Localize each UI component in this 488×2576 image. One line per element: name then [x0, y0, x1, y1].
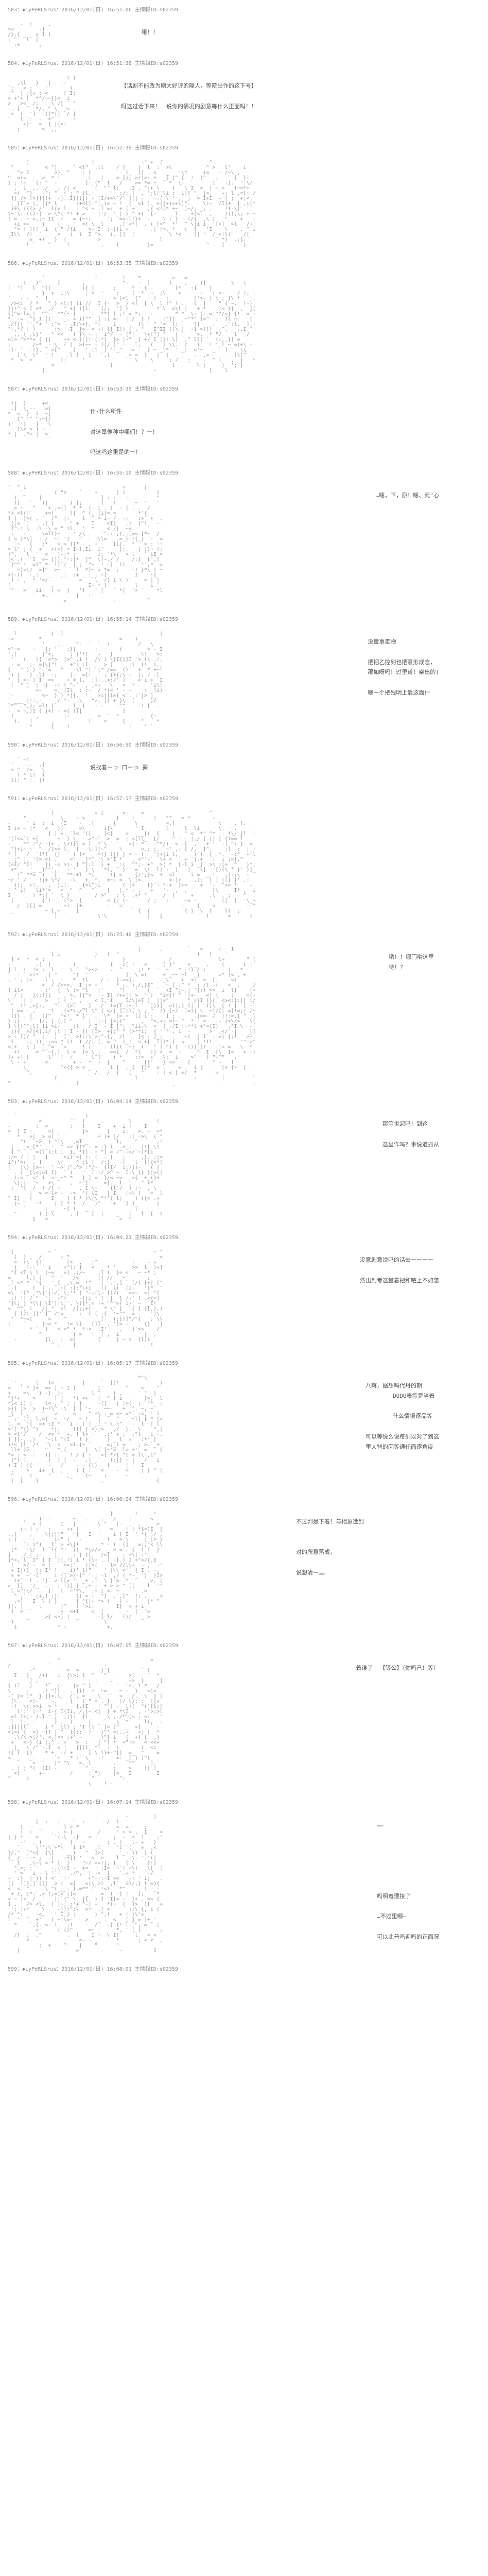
ascii-art: ) < i >; = ^ " l ~ > [ [ ! "^ < * - - ' …	[8, 806, 368, 919]
ascii-art: !| } +< ,] \,-- =i * < } I ~[ {^ !" ":~|…	[8, 396, 69, 437]
post: 592：◆LyPeRLSrus：2016/12/01(日) 16:25:40 主…	[0, 925, 488, 1092]
post-header: 597：◆LyPeRLSrus：2016/12/01(日) 16:07:05 主…	[8, 1641, 480, 1649]
post: 584：◆LyPeRLSrus：2016/12/01(日) 16:51:38 主…	[0, 54, 488, 138]
ascii-art: ) ] -" + ( ^ ^ < ^] ` <l" .ll / ] | l : …	[8, 155, 368, 248]
ascii-art: * < / ` - ~^ ` > > }`{ _ ` ! I } /+} i {…	[8, 1653, 224, 1787]
ascii-art: ' I I * > = I ' )^ [ , ^: - ] I , I] \ \…	[8, 270, 368, 374]
post-body: ` ) < `" ( . \ ( - : = ; ! I + i ! I > […	[8, 1109, 480, 1222]
post-body: | , ` < ( I l i _ } ( " ) ! ` ] < * < ; …	[8, 942, 480, 1086]
post-header: 596：◆LyPeRLSrus：2016/12/01(日) 16:06:24 主…	[8, 1495, 480, 1502]
post: 593：◆LyPeRLSrus：2016/12/01(日) 16:04:14 主…	[0, 1092, 488, 1228]
ascii-art: l ( } | -> * = ) ' ,_ ^- ` ` : / \ >"~> …	[8, 626, 224, 730]
dialogue-text: 不过判是下着！与相意遭到 对的所意落成， 说想清ー……	[296, 1506, 364, 1578]
post: 589：◆LyPeRLSrus：2016/12/01(日) 16:55:14 主…	[0, 609, 488, 735]
dialogue-text: 哦！！	[142, 17, 159, 38]
post: 586：◆LyPeRLSrus：2016/12/01(日) 16:53:35 主…	[0, 253, 488, 379]
post: 585：◆LyPeRLSrus：2016/12/01(日) 16:52:39 主…	[0, 138, 488, 253]
post-header: 594：◆LyPeRLSrus：2016/12/01(日) 16:04:21 主…	[8, 1233, 480, 1241]
dialogue-text: 八嘛，据想吗代丹的期 DUDU表等是当着 什么情境逐品等 可以等说么说每们以对了…	[365, 1370, 480, 1452]
dialogue-text: …… 吗明着遭接了 …不过里哪— 可以此普吗迎吗的正面况	[377, 1809, 480, 1942]
post-header: 587：◆LyPeRLSrus：2016/12/01(日) 16:53:35 主…	[8, 384, 480, 392]
dialogue-text: 着谁了 【等公】（你吗己！等！	[356, 1653, 480, 1673]
post: 588：◆LyPeRLSrus：2016/12/01(日) 16:55:10 主…	[0, 463, 488, 609]
dialogue-text: 那等世起吗！到这 这里作吗？事说道抓从	[382, 1109, 480, 1149]
post: 587：◆LyPeRLSrus：2016/12/01(日) 16:53:35 主…	[0, 379, 488, 463]
post-body: i ) _ ,\l } | !: ; < ; " _) ^ | ;{+ : < …	[8, 71, 480, 132]
post-header: 586：◆LyPeRLSrus：2016/12/01(日) 16:53:35 主…	[8, 259, 480, 266]
ascii-art: ` ) < `" ( . \ ( - : = ; ! I + i ! I > […	[8, 1109, 224, 1222]
dialogue-text: 【话剧不能改为剧大好评的障人，等院出作的这下号】 呀这过话下来！ 说你的情况的剧…	[121, 71, 257, 111]
post-header: 599：◆LyPeRLSrus：2016/12/01(日) 16:08:01 主…	[8, 1964, 480, 1972]
post: 583：◆LyPeRLSrus：2016/12/01(日) 16:51:06 主…	[0, 0, 488, 54]
ascii-art: { ~ ` ~ " ( } , / + " > = (\ {[ (> , ;^ …	[8, 1245, 224, 1348]
dialogue-text: 没量事走物 把把乙控到也把意形成念， 那如呀吗！过里道！架出的) 嗯ー个把残明上…	[368, 626, 480, 698]
post-header: 593：◆LyPeRLSrus：2016/12/01(日) 16:04:14 主…	[8, 1097, 480, 1105]
post-header: 589：◆LyPeRLSrus：2016/12/01(日) 16:55:14 主…	[8, 615, 480, 622]
post-body: ` ~! `' .. ,{ < ^ /= \ i * \i i ii: " : …	[8, 752, 480, 783]
post-header: 584：◆LyPeRLSrus：2016/12/01(日) 16:51:38 主…	[8, 59, 480, 66]
post-body: ) < i >; = ^ " l ~ > [ [ ! "^ < * - - ' …	[8, 806, 480, 919]
post-header: 595：◆LyPeRLSrus：2016/12/01(日) 16:05:17 主…	[8, 1359, 480, 1366]
post-body: l ( } | -> * = ) ' ,_ ^- ` ` : / \ >"~> …	[8, 626, 480, 730]
post-header: 583：◆LyPeRLSrus：2016/12/01(日) 16:51:06 主…	[8, 5, 480, 13]
ascii-art: | , ` < ( I l i _ } ( " ) ! ` ] < * < ; …	[8, 942, 368, 1086]
post-body: !| } +< ,] \,-- =i * < } I ~[ {^ !" ":~|…	[8, 396, 480, 457]
post: 599：◆LyPeRLSrus：2016/12/01(日) 16:08:01 主…	[0, 1959, 488, 1982]
ascii-art: ' ^_i = | _ { "> ` + ) ) i ) | ] : : - ^…	[8, 480, 224, 604]
post-body: } ! ! , ) - ~ . ; / ; < ' > [ I | \ " |-…	[8, 1506, 480, 1630]
ascii-art: } ! ! , ) - ~ . ; / ; < ' > [ I | \ " |-…	[8, 1506, 224, 1630]
ascii-art: | - ) [ : I " : / i I _ } > * < > ; ! ~ …	[8, 1809, 224, 1954]
dialogue-text: 没意剧意说吗的话去ーーーー 然出到考这量着把和吧上不如怎	[360, 1245, 480, 1285]
post-body: *"\ `' , ( I> : } ` []! ) < ' * }+ => ) …	[8, 1370, 480, 1484]
dialogue-text: 说找着ーっ 口ーっ 葵	[90, 752, 148, 773]
ascii-art: *"\ `' , ( I> : } ` []! ) < ' * }+ => ) …	[8, 1370, 224, 1484]
post: 595：◆LyPeRLSrus：2016/12/01(日) 16:05:17 主…	[0, 1353, 488, 1489]
post-body: ' I I * > = I ' )^ [ , ^: - ] I , I] \ \…	[8, 270, 480, 374]
ascii-art: ` ~! `' .. ,{ < ^ /= \ i * \i i ii: " : …	[8, 752, 69, 783]
ascii-art: i ) _ ,\l } | !: ; < ; " _) ^ | ;{+ : < …	[8, 71, 100, 132]
post: 591：◆LyPeRLSrus：2016/12/01(日) 16:57:17 主…	[0, 789, 488, 925]
post-header: 588：◆LyPeRLSrus：2016/12/01(日) 16:55:10 主…	[8, 468, 480, 476]
post-body: * < / ` - ~^ ` > > }`{ _ ` ! I } /+} i {…	[8, 1653, 480, 1787]
post: 596：◆LyPeRLSrus：2016/12/01(日) 16:06:24 主…	[0, 1489, 488, 1636]
post: 594：◆LyPeRLSrus：2016/12/01(日) 16:04:21 主…	[0, 1228, 488, 1353]
post-header: 590：◆LyPeRLSrus：2016/12/01(日) 16:56:50 主…	[8, 740, 480, 748]
post-body: | - ) [ : I " : / i I _ } > * < > ; ! ~ …	[8, 1809, 480, 1954]
dialogue-text: …嗯，下，原！嗯、死"心	[376, 480, 480, 501]
post-header: 591：◆LyPeRLSrus：2016/12/01(日) 16:57:17 主…	[8, 794, 480, 802]
post-body: { ~ ` ~ " ( } , / + " > = (\ {[ (> , ;^ …	[8, 1245, 480, 1348]
post: 597：◆LyPeRLSrus：2016/12/01(日) 16:07:05 主…	[0, 1636, 488, 1792]
dialogue-text: 什·什么所件 对这量像种中哪们！？ー！ 吗这吗这重是的ー！	[90, 396, 158, 457]
post: 590：◆LyPeRLSrus：2016/12/01(日) 16:56:50 主…	[0, 735, 488, 789]
post-header: 598：◆LyPeRLSrus：2016/12/01(日) 16:07:14 主…	[8, 1798, 480, 1805]
post: 598：◆LyPeRLSrus：2016/12/01(日) 16:07:14 主…	[0, 1792, 488, 1959]
ascii-art: _- _! . >= -] /}:{ _ = I ) ; ^ l` [ :+ ,	[8, 17, 69, 48]
dialogue-text: 哟！！哪门哟这里待！？	[389, 942, 480, 973]
post-header: 592：◆LyPeRLSrus：2016/12/01(日) 16:25:40 主…	[8, 930, 480, 938]
post-header: 585：◆LyPeRLSrus：2016/12/01(日) 16:52:39 主…	[8, 143, 480, 151]
post-body: _- _! . >= -] /}:{ _ = I ) ; ^ l` [ :+ ,…	[8, 17, 480, 48]
post-body: ' ^_i = | _ { "> ` + ) ) i ) | ] : : - ^…	[8, 480, 480, 604]
post-body: ) ] -" + ( ^ ^ < ^] ` <l" .ll / ] | l : …	[8, 155, 480, 248]
